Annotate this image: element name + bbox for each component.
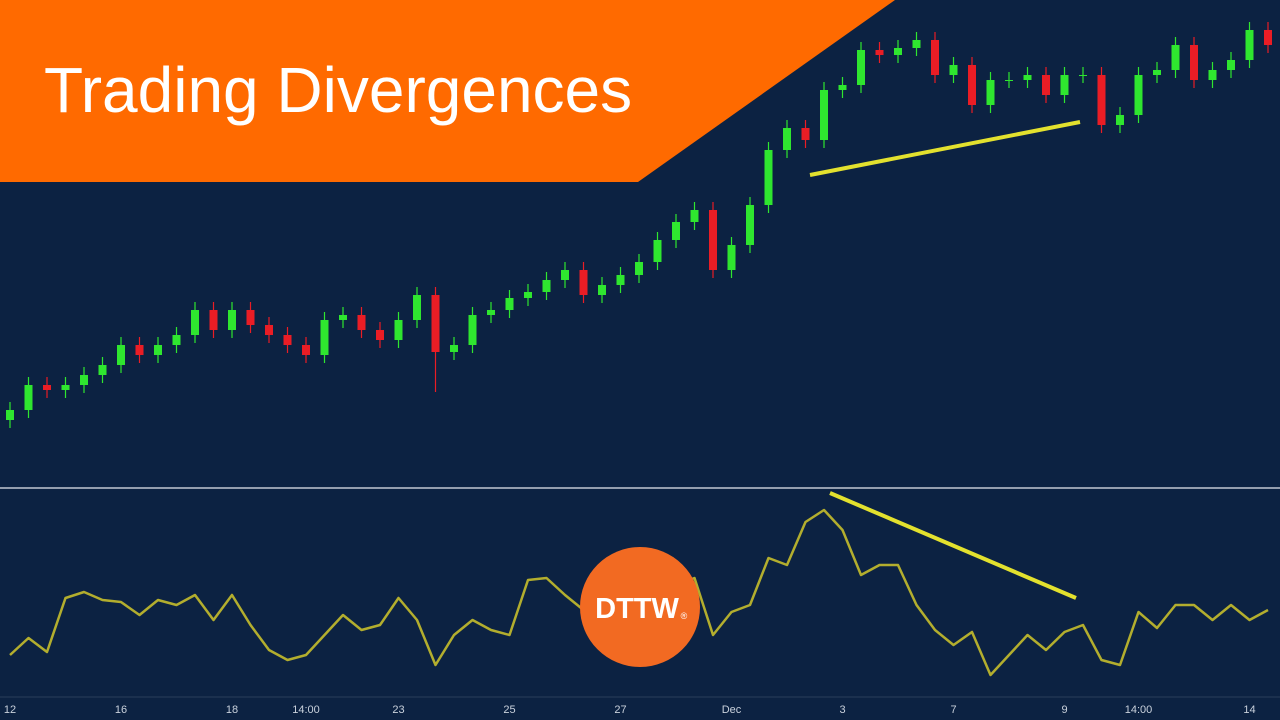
candle-body bbox=[801, 128, 810, 140]
candle-body bbox=[320, 320, 329, 355]
oscillator-trend-line bbox=[829, 491, 1077, 600]
candle-body bbox=[24, 385, 33, 410]
candle-body bbox=[968, 65, 976, 105]
x-tick-label: 14 bbox=[1243, 704, 1255, 716]
candle-body bbox=[1079, 75, 1087, 76]
price-trend-line bbox=[809, 120, 1081, 177]
candle-body bbox=[949, 65, 958, 75]
candle-body bbox=[283, 335, 292, 345]
candle-body bbox=[524, 292, 532, 298]
candle-body bbox=[246, 310, 255, 325]
candle-body bbox=[376, 330, 384, 340]
x-tick-label: 12 bbox=[4, 704, 16, 716]
candle-body bbox=[616, 275, 625, 285]
candle-body bbox=[431, 295, 440, 352]
x-tick-label: Dec bbox=[722, 704, 742, 716]
logo-text: DTTW bbox=[595, 593, 679, 625]
candle-body bbox=[783, 128, 791, 150]
x-tick-label: 3 bbox=[839, 704, 845, 716]
candle-body bbox=[746, 205, 754, 245]
candle-body bbox=[468, 315, 477, 345]
candle-body bbox=[690, 210, 699, 222]
candle-body bbox=[875, 50, 884, 55]
candle-body bbox=[191, 310, 199, 335]
candle-body bbox=[135, 345, 144, 355]
candle-body bbox=[986, 80, 995, 105]
candle-body bbox=[505, 298, 514, 310]
candle-body bbox=[1116, 115, 1124, 125]
candle-body bbox=[1171, 45, 1180, 70]
candle-body bbox=[265, 325, 273, 335]
candle-body bbox=[672, 222, 680, 240]
candle-body bbox=[6, 410, 14, 420]
candle-body bbox=[542, 280, 551, 292]
candle-body bbox=[450, 345, 458, 352]
candle-body bbox=[209, 310, 218, 330]
x-tick-label: 7 bbox=[950, 704, 956, 716]
candle-body bbox=[1227, 60, 1235, 70]
x-tick-label: 14:00 bbox=[292, 704, 320, 716]
candle-body bbox=[80, 375, 88, 385]
candle-body bbox=[43, 385, 51, 390]
candle-body bbox=[579, 270, 588, 295]
candle-body bbox=[931, 40, 939, 75]
x-tick-label: 14:00 bbox=[1125, 704, 1153, 716]
candle-body bbox=[561, 270, 569, 280]
candle-body bbox=[1190, 45, 1198, 80]
candle-body bbox=[339, 315, 347, 320]
candle-body bbox=[1005, 80, 1013, 81]
candle-body bbox=[117, 345, 125, 365]
candle-body bbox=[894, 48, 902, 55]
x-tick-label: 16 bbox=[115, 704, 127, 716]
candle-body bbox=[228, 310, 236, 330]
candle-body bbox=[1153, 70, 1161, 75]
candle-body bbox=[1042, 75, 1050, 95]
x-tick-label: 27 bbox=[614, 704, 626, 716]
candle-body bbox=[727, 245, 736, 270]
chart-title: Trading Divergences bbox=[44, 54, 632, 126]
x-tick-label: 18 bbox=[226, 704, 238, 716]
candle-body bbox=[709, 210, 717, 270]
x-axis: 12 16 18 14:00 23 25 27 Dec 3 7 9 14:00 14 bbox=[4, 704, 1256, 716]
candle-body bbox=[653, 240, 662, 262]
x-tick-label: 9 bbox=[1061, 704, 1067, 716]
title-banner bbox=[0, 0, 895, 182]
candle-body bbox=[413, 295, 421, 320]
candle-body bbox=[61, 385, 70, 390]
candle-body bbox=[838, 85, 847, 90]
candle-body bbox=[154, 345, 162, 355]
candle-body bbox=[1134, 75, 1143, 115]
candle-body bbox=[357, 315, 366, 330]
candle-body bbox=[394, 320, 403, 340]
candle-body bbox=[1208, 70, 1217, 80]
candle-body bbox=[912, 40, 921, 48]
x-tick-label: 25 bbox=[503, 704, 515, 716]
logo-circle bbox=[580, 547, 700, 667]
candle-body bbox=[172, 335, 181, 345]
candle-body bbox=[1264, 30, 1272, 45]
x-tick-label: 23 bbox=[392, 704, 404, 716]
candle-body bbox=[635, 262, 643, 275]
candle-body bbox=[857, 50, 865, 85]
logo-mark: ® bbox=[681, 611, 688, 621]
candle-body bbox=[302, 345, 310, 355]
candle-body bbox=[98, 365, 107, 375]
price-panel bbox=[6, 22, 1272, 428]
candle-body bbox=[820, 90, 828, 140]
candle-body bbox=[1060, 75, 1069, 95]
candle-body bbox=[764, 150, 773, 205]
candle-body bbox=[1023, 75, 1032, 80]
candle-body bbox=[1097, 75, 1106, 125]
candle-body bbox=[487, 310, 495, 315]
candle-body bbox=[598, 285, 606, 295]
candle-body bbox=[1245, 30, 1254, 60]
